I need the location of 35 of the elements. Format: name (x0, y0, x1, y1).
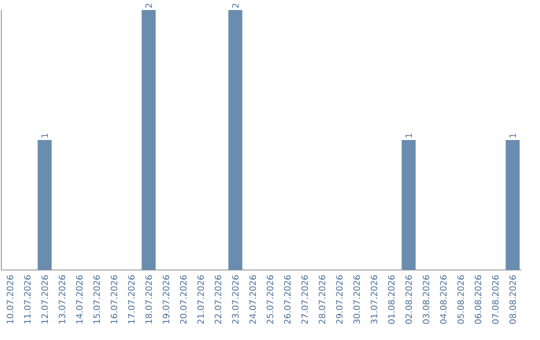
data-label: 1 (510, 134, 516, 138)
x-tick-label: 10.07.2026 (6, 275, 14, 324)
x-tick-label: 27.07.2026 (301, 275, 308, 324)
x-tick-label: 16.07.2026 (110, 275, 118, 324)
x-tick-label: 24.07.2026 (249, 275, 256, 324)
x-tick-label: 15.07.2026 (93, 275, 100, 324)
x-tick-label: 31.07.2026 (370, 275, 378, 324)
x-tick-label: 07.08.2026 (492, 275, 499, 324)
data-label: 1 (406, 134, 412, 138)
x-tick-label: 04.08.2026 (440, 275, 447, 324)
x-tick-label: 14.07.2026 (76, 275, 83, 324)
data-label: 1 (42, 134, 48, 138)
x-tick-label: 25.07.2026 (266, 275, 274, 324)
x-tick-label: 21.07.2026 (197, 275, 204, 324)
data-label: 2 (145, 4, 152, 8)
x-tick-label: 19.07.2026 (162, 275, 170, 324)
x-tick-label: 20.07.2026 (180, 275, 187, 324)
x-tick-label: 23.07.2026 (232, 275, 239, 324)
x-tick-label: 03.08.2026 (422, 275, 430, 324)
x-tick-label: 06.08.2026 (474, 275, 482, 324)
x-tick-label: 26.07.2026 (284, 275, 291, 324)
x-tick-label: 18.07.2026 (145, 275, 152, 324)
x-tick-label: 02.08.2026 (405, 275, 412, 324)
x-tick-label: 05.08.2026 (457, 275, 464, 324)
x-tick-label: 01.08.2026 (388, 275, 395, 324)
x-tick-label: 22.07.2026 (214, 275, 222, 324)
x-tick-label: 11.07.2026 (24, 275, 31, 324)
x-tick-label: 29.07.2026 (336, 275, 343, 324)
x-tick-label: 30.07.2026 (353, 275, 360, 324)
x-tick-label: 28.07.2026 (318, 275, 326, 324)
x-tick-label: 12.07.2026 (41, 275, 48, 324)
x-tick-label: 13.07.2026 (58, 275, 66, 324)
x-tick-label: 08.08.2026 (509, 275, 516, 324)
data-label: 2 (232, 4, 239, 8)
x-tick-label: 17.07.2026 (128, 275, 135, 324)
